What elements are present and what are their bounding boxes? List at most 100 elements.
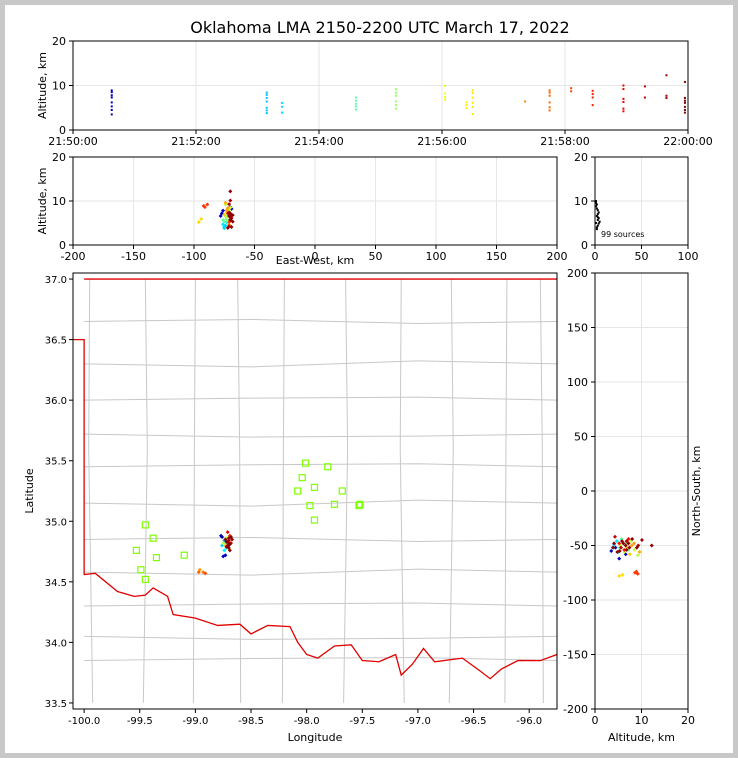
plan-view-point: [223, 537, 228, 542]
time-height-point: [471, 92, 474, 95]
histogram-point: [596, 213, 599, 216]
x-tick-label: -100.0: [68, 716, 100, 727]
north-south-point: [617, 556, 622, 561]
station-marker: [338, 487, 346, 495]
east-west-point: [228, 211, 233, 216]
time-height-point: [444, 84, 447, 87]
station-marker: [330, 500, 339, 508]
y-tick-label: 34.5: [45, 578, 67, 589]
histogram-point: [595, 203, 598, 206]
station-marker: [356, 500, 364, 508]
histogram-point: [597, 222, 600, 225]
plan-view-point: [220, 535, 225, 540]
source-count-label: 99 sources: [601, 230, 644, 239]
y-tick-label: 0: [59, 124, 66, 137]
north-south-point: [632, 547, 637, 552]
north-south-point: [619, 539, 624, 544]
time-height-point: [591, 92, 594, 95]
county-line: [84, 635, 558, 640]
y-tick-label: 35.5: [45, 457, 67, 468]
histogram-point: [594, 222, 597, 224]
y-tick-label: -200: [563, 703, 588, 716]
time-height-point: [622, 97, 625, 100]
north-south-point: [630, 536, 635, 541]
x-tick-label: 0: [312, 250, 319, 263]
time-height-point: [524, 100, 527, 103]
county-line: [448, 279, 454, 703]
east-west-xlabel: East-West, km: [276, 254, 354, 267]
time-height-point: [265, 112, 268, 115]
time-height-point: [622, 84, 625, 87]
histogram-point: [595, 207, 598, 210]
histogram-point: [595, 214, 598, 217]
x-tick-label: 100: [678, 250, 699, 263]
x-tick-label: -150: [121, 250, 146, 263]
north-south-panel: 0 10 20 -200 -150 -100 -50 0 50 100 150 200 Altitude…: [563, 267, 703, 744]
plan-view-point: [221, 541, 226, 546]
x-tick-label: -98.5: [238, 716, 264, 727]
time-height-point: [465, 104, 468, 107]
plan-view-point: [226, 543, 231, 548]
time-height-point: [622, 107, 625, 110]
east-west-point: [221, 217, 226, 222]
x-tick-label: 150: [486, 250, 507, 263]
plan-view-point: [228, 535, 233, 540]
histogram-border: [594, 156, 689, 246]
state-border-south: [73, 338, 558, 680]
east-west-point: [222, 226, 227, 231]
plan-view-point: [226, 541, 231, 546]
east-west-ylabel: Altitude, km: [36, 167, 49, 234]
county-line: [84, 657, 558, 662]
east-west-point: [230, 213, 235, 218]
east-west-point: [201, 203, 206, 208]
time-height-point: [548, 91, 551, 94]
figure-title: Oklahoma LMA 2150-2200 UTC March 17, 202…: [190, 18, 569, 37]
time-height-point: [281, 101, 284, 104]
time-height-point: [570, 87, 573, 90]
time-height-point: [281, 105, 284, 108]
time-height-point: [548, 89, 551, 92]
histogram-point: [595, 226, 598, 229]
time-height-point: [110, 101, 113, 104]
y-tick-label: 0: [581, 239, 588, 252]
north-south-point: [619, 545, 624, 550]
x-tick-label: -99.5: [127, 716, 153, 727]
county-line: [84, 433, 558, 438]
time-height-point: [683, 96, 686, 99]
station-marker: [298, 474, 306, 482]
time-height-point: [265, 91, 268, 94]
east-west-point: [223, 200, 228, 205]
time-height-point: [643, 96, 646, 99]
time-height-point: [471, 101, 474, 104]
county-line: [142, 279, 148, 703]
y-tick-label: 36.5: [45, 336, 67, 347]
time-height-point: [548, 101, 551, 104]
x-tick-label: 20: [681, 714, 695, 727]
north-south-point: [624, 539, 629, 544]
plan-view-point: [203, 571, 208, 576]
time-height-border: [72, 40, 689, 131]
plan-view-ylabel: Latitude: [23, 468, 36, 514]
x-tick-label: -97.0: [405, 716, 431, 727]
time-height-point: [465, 107, 468, 110]
x-tick-label: -99.0: [182, 716, 208, 727]
plan-view-point: [227, 548, 232, 553]
north-south-point: [627, 545, 632, 550]
time-height-point: [444, 92, 447, 95]
x-tick-label: -96.0: [516, 716, 542, 727]
east-west-point: [225, 206, 230, 211]
time-height-point: [110, 91, 113, 94]
north-south-point: [617, 574, 622, 579]
y-tick-label: -100: [563, 594, 588, 607]
y-tick-label: 0: [59, 239, 66, 252]
plan-view-point: [221, 554, 226, 559]
north-south-point: [615, 550, 620, 555]
plan-view-panel: -100.0 -99.5 -99.0 -98.5 -98.0 -97.5 -97.0 -96.…: [23, 272, 558, 744]
x-tick-label: -50: [246, 250, 264, 263]
time-height-point: [622, 110, 625, 113]
time-height-point: [683, 108, 686, 111]
north-south-ylabel: North-South, km: [690, 446, 703, 537]
y-tick-label: 10: [52, 80, 66, 93]
time-height-panel: 21:50:00 21:52:00 21:54:00 21:56:00 21:58:00…: [36, 35, 713, 148]
